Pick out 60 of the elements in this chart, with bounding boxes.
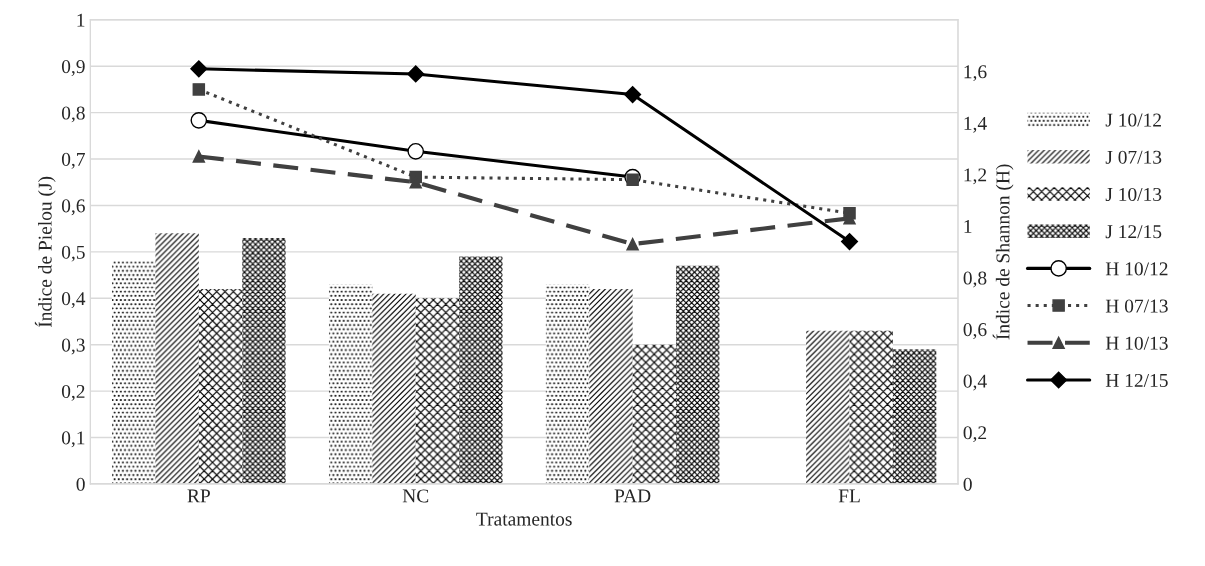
y-axis-title: Índice de Pielou (J) — [34, 176, 56, 328]
x-axis-title: Tratamentos — [476, 512, 572, 526]
point — [407, 65, 425, 83]
legend-label: H 07/13 — [1105, 299, 1168, 313]
bar — [198, 289, 243, 484]
x-tick-label: PAD — [614, 489, 651, 503]
y-tick-label: 0,6 — [61, 199, 85, 216]
bar — [545, 284, 590, 484]
y2-tick-label: 1,2 — [964, 168, 987, 185]
bar — [415, 298, 460, 484]
bar — [806, 330, 850, 484]
point — [192, 150, 206, 163]
bar — [328, 284, 373, 484]
y2-tick-label: 0,4 — [963, 374, 987, 391]
legend-label: H 10/12 — [1105, 262, 1168, 276]
x-tick-label: NC — [402, 489, 429, 503]
y2-tick-label: 1,6 — [964, 65, 987, 82]
y2-axis-title: Índice de Shannon (H) — [992, 164, 1014, 340]
x-tick-label: RP — [187, 489, 210, 503]
legend-label: J 07/13 — [1105, 150, 1162, 164]
y2-tick-label: 0,6 — [963, 323, 987, 339]
y-tick-label: 0,9 — [61, 60, 85, 76]
y-tick-label: 0,5 — [61, 245, 85, 262]
point — [624, 86, 642, 104]
point — [626, 173, 639, 186]
bar — [632, 344, 677, 484]
point — [626, 237, 639, 251]
legend-label: H 10/13 — [1105, 336, 1168, 350]
bar — [372, 293, 416, 484]
y-tick-label: 1 — [77, 13, 85, 27]
point — [407, 142, 425, 160]
y2-tick-label: 1 — [964, 220, 972, 233]
y2-tick-label: 1,4 — [964, 116, 987, 133]
y-tick-label: 0,7 — [61, 152, 85, 169]
y2-tick-label: 0 — [963, 477, 972, 491]
point — [840, 233, 859, 251]
legend-label: J 10/12 — [1105, 113, 1161, 127]
y-tick-label: 0,4 — [61, 292, 86, 309]
bar — [155, 233, 199, 484]
y-tick-label: 0,3 — [61, 338, 85, 355]
bar — [892, 349, 937, 484]
legend-label: J 10/13 — [1105, 187, 1162, 201]
bar — [849, 330, 893, 484]
y2-tick-label: 0,2 — [963, 426, 987, 443]
bar — [242, 237, 286, 484]
y-tick-label: 0 — [76, 477, 85, 491]
point — [190, 112, 208, 129]
bar — [459, 256, 503, 484]
legend-label: H 12/15 — [1105, 373, 1168, 387]
point — [190, 60, 208, 78]
y2-tick-label: 0,8 — [963, 271, 987, 288]
y-tick-label: 0,8 — [61, 106, 85, 123]
y-tick-label: 0,1 — [61, 431, 85, 448]
bar — [112, 261, 156, 484]
point — [192, 83, 206, 96]
legend-label: J 12/15 — [1105, 225, 1162, 239]
x-tick-label: FL — [838, 489, 860, 503]
y-tick-label: 0,2 — [61, 384, 85, 401]
bar — [589, 289, 633, 484]
bar — [676, 265, 720, 484]
